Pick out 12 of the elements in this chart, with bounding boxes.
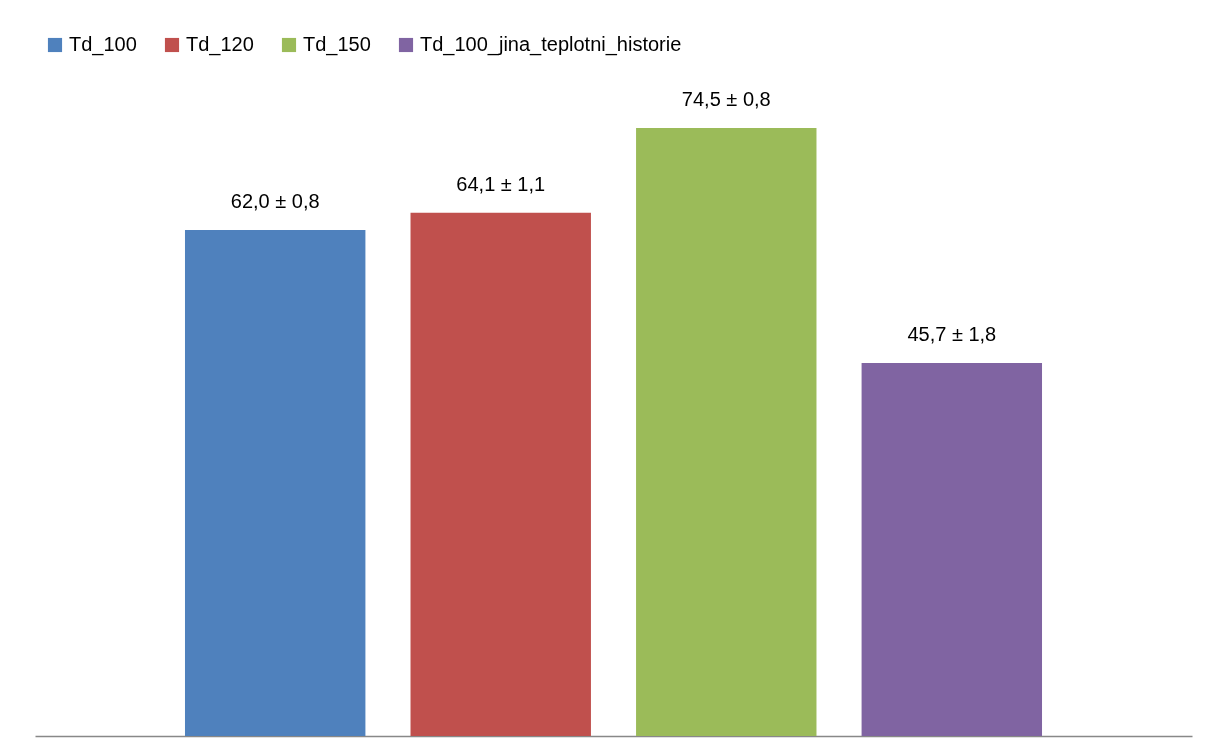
bar <box>410 212 591 736</box>
data-label: 64,1 ± 1,1 <box>456 172 546 195</box>
bar <box>184 229 366 736</box>
legend-label: Td_100 <box>69 33 137 56</box>
legend-label: Td_120 <box>186 33 254 56</box>
legend-label: Td_150 <box>303 33 371 56</box>
data-label: 62,0 ± 0,8 <box>230 189 320 212</box>
data-label: 45,7 ± 1,8 <box>907 322 997 345</box>
bar <box>861 362 1043 736</box>
data-label: 74,5 ± 0,8 <box>681 87 771 110</box>
bar <box>636 127 817 736</box>
legend-label: Td_100_jina_teplotni_historie <box>420 33 682 56</box>
